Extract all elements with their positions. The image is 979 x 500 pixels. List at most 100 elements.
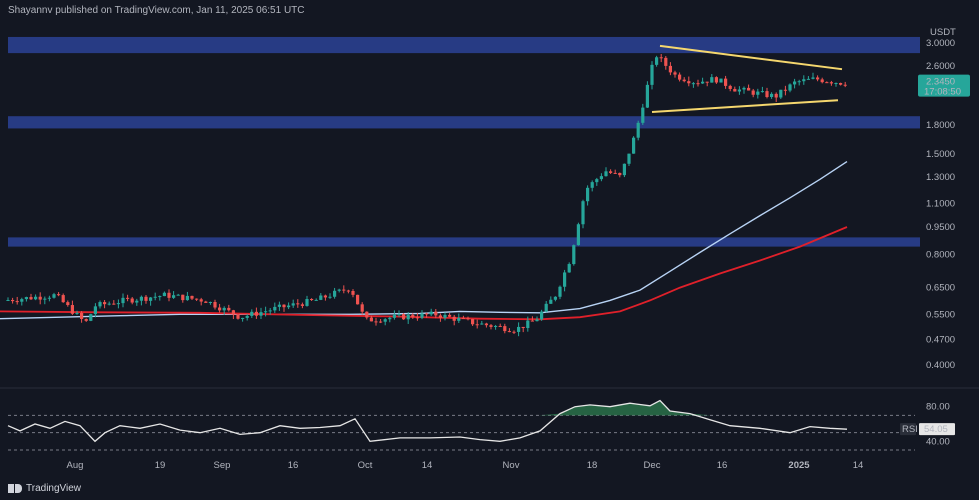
candle-body xyxy=(365,311,369,318)
candle-body xyxy=(540,311,544,320)
candle-body xyxy=(687,81,691,84)
tradingview-logo-icon xyxy=(8,484,22,493)
candle-body xyxy=(43,298,47,300)
candle-body xyxy=(618,172,622,176)
candle-body xyxy=(149,297,153,301)
candle-body xyxy=(342,289,346,291)
candle-body xyxy=(273,306,277,311)
candle-body xyxy=(788,84,792,91)
candle-body xyxy=(57,294,61,296)
candle-body xyxy=(126,297,130,299)
candle-body xyxy=(47,297,51,299)
candle-body xyxy=(480,323,484,325)
candle-body xyxy=(93,306,97,315)
candle-body xyxy=(80,312,84,320)
publisher-header: Shayannv published on TradingView.com, J… xyxy=(8,5,305,16)
candle-body xyxy=(231,310,235,315)
candle-body xyxy=(457,317,461,321)
rsi-tick-label: 80.00 xyxy=(926,402,950,413)
candle-body xyxy=(714,77,718,83)
candle-body xyxy=(195,298,199,300)
candle-body xyxy=(733,88,737,92)
brand-label: TradingView xyxy=(26,483,82,494)
candle-body xyxy=(356,294,360,305)
candle-body xyxy=(70,305,74,314)
candle-body xyxy=(241,317,245,319)
candle-body xyxy=(282,304,286,308)
candle-body xyxy=(29,297,33,300)
rsi-tick-label: 40.00 xyxy=(926,436,950,447)
candle-body xyxy=(507,331,511,333)
candle-body xyxy=(250,311,254,316)
candle-body xyxy=(24,297,28,300)
candle-body xyxy=(181,294,185,301)
candle-body xyxy=(811,77,815,79)
price-tick-label: 0.8000 xyxy=(926,249,955,260)
candle-body xyxy=(383,319,387,322)
candle-body xyxy=(553,296,557,300)
x-tick-label: 16 xyxy=(717,460,728,471)
candle-body xyxy=(420,313,424,318)
zone-support-2 xyxy=(8,237,920,247)
x-tick-label: 16 xyxy=(288,460,299,471)
candle-body xyxy=(664,57,668,66)
candle-body xyxy=(549,299,553,304)
candle-body xyxy=(208,301,212,303)
price-tick-label: 3.0000 xyxy=(926,38,955,49)
x-tick-label: 14 xyxy=(853,460,864,471)
candle-body xyxy=(645,84,649,108)
candle-body xyxy=(843,84,847,86)
candle-body xyxy=(107,303,111,305)
candle-body xyxy=(609,171,613,173)
price-tick-label: 0.5500 xyxy=(926,309,955,320)
candle-body xyxy=(659,57,663,59)
price-tick-label: 1.8000 xyxy=(926,120,955,131)
candle-body xyxy=(586,187,590,202)
candle-body xyxy=(544,303,548,312)
candle-body xyxy=(406,314,410,320)
candle-body xyxy=(526,320,530,329)
ma_fast-line xyxy=(0,161,848,320)
candle-body xyxy=(710,77,714,83)
candle-body xyxy=(11,299,15,302)
candle-body xyxy=(567,264,571,273)
candle-body xyxy=(484,323,488,326)
x-tick-label: 18 xyxy=(587,460,598,471)
candle-body xyxy=(825,82,829,84)
candle-body xyxy=(783,89,787,91)
candle-body xyxy=(222,307,226,311)
rsi-line xyxy=(7,399,848,443)
price-tick-label: 0.4000 xyxy=(926,360,955,371)
candle-body xyxy=(503,326,507,332)
candle-body xyxy=(144,296,148,301)
candle-body xyxy=(724,78,728,86)
candle-body xyxy=(691,83,695,85)
candle-body xyxy=(751,90,755,95)
price-tick-label: 1.5000 xyxy=(926,149,955,160)
zone-support-1 xyxy=(8,116,920,129)
candle-body xyxy=(259,312,263,316)
candle-body xyxy=(402,314,406,320)
candle-body xyxy=(66,302,70,306)
candle-body xyxy=(425,313,429,315)
candle-body xyxy=(829,82,833,84)
candle-body xyxy=(774,93,778,98)
candle-body xyxy=(52,294,56,298)
x-tick-label: 19 xyxy=(155,460,166,471)
candle-body xyxy=(806,78,810,80)
candle-body xyxy=(287,305,291,308)
candle-body xyxy=(673,72,677,75)
candle-body xyxy=(576,224,580,246)
candle-body xyxy=(641,107,645,123)
candle-body xyxy=(622,163,626,176)
candle-body xyxy=(84,319,88,321)
candle-body xyxy=(429,311,433,315)
candle-body xyxy=(310,298,314,301)
price-tick-label: 0.6500 xyxy=(926,283,955,294)
candle-body xyxy=(254,311,258,316)
candle-body xyxy=(139,296,143,301)
candle-body xyxy=(38,296,42,300)
candle-body xyxy=(176,294,180,296)
zone-resistance-0 xyxy=(8,36,920,54)
